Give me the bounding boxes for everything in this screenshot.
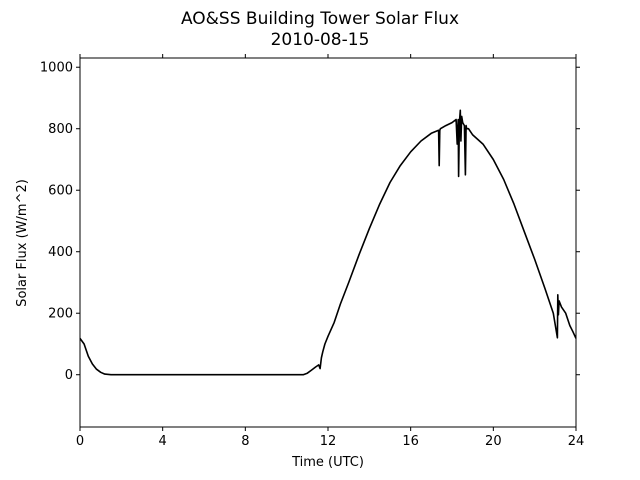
y-tick-label: 1000 — [40, 61, 73, 76]
x-tick-label: 24 — [568, 434, 585, 449]
y-tick-label: 400 — [48, 245, 73, 260]
y-axis: 0 200 400 600 800 1000 — [40, 61, 580, 383]
series-line-solar-flux — [79, 109, 577, 376]
x-axis-label: Time (UTC) — [291, 455, 364, 470]
y-tick-label: 600 — [48, 184, 73, 199]
plot-area — [79, 57, 577, 428]
chart-subtitle: 2010-08-15 — [271, 30, 370, 50]
y-axis-label: Solar Flux (W/m^2) — [15, 179, 30, 307]
x-axis: 0 4 8 12 16 20 24 — [76, 54, 584, 449]
x-tick-label: 20 — [485, 434, 502, 449]
x-tick-label: 12 — [320, 434, 337, 449]
y-tick-label: 0 — [65, 368, 73, 383]
x-tick-label: 4 — [159, 434, 167, 449]
x-tick-label: 0 — [76, 434, 84, 449]
plot-frame — [79, 57, 577, 428]
y-tick-label: 200 — [48, 307, 73, 322]
y-tick-label: 800 — [48, 122, 73, 137]
chart-title: AO&SS Building Tower Solar Flux — [181, 9, 459, 29]
x-tick-label: 16 — [402, 434, 419, 449]
x-tick-label: 8 — [241, 434, 249, 449]
